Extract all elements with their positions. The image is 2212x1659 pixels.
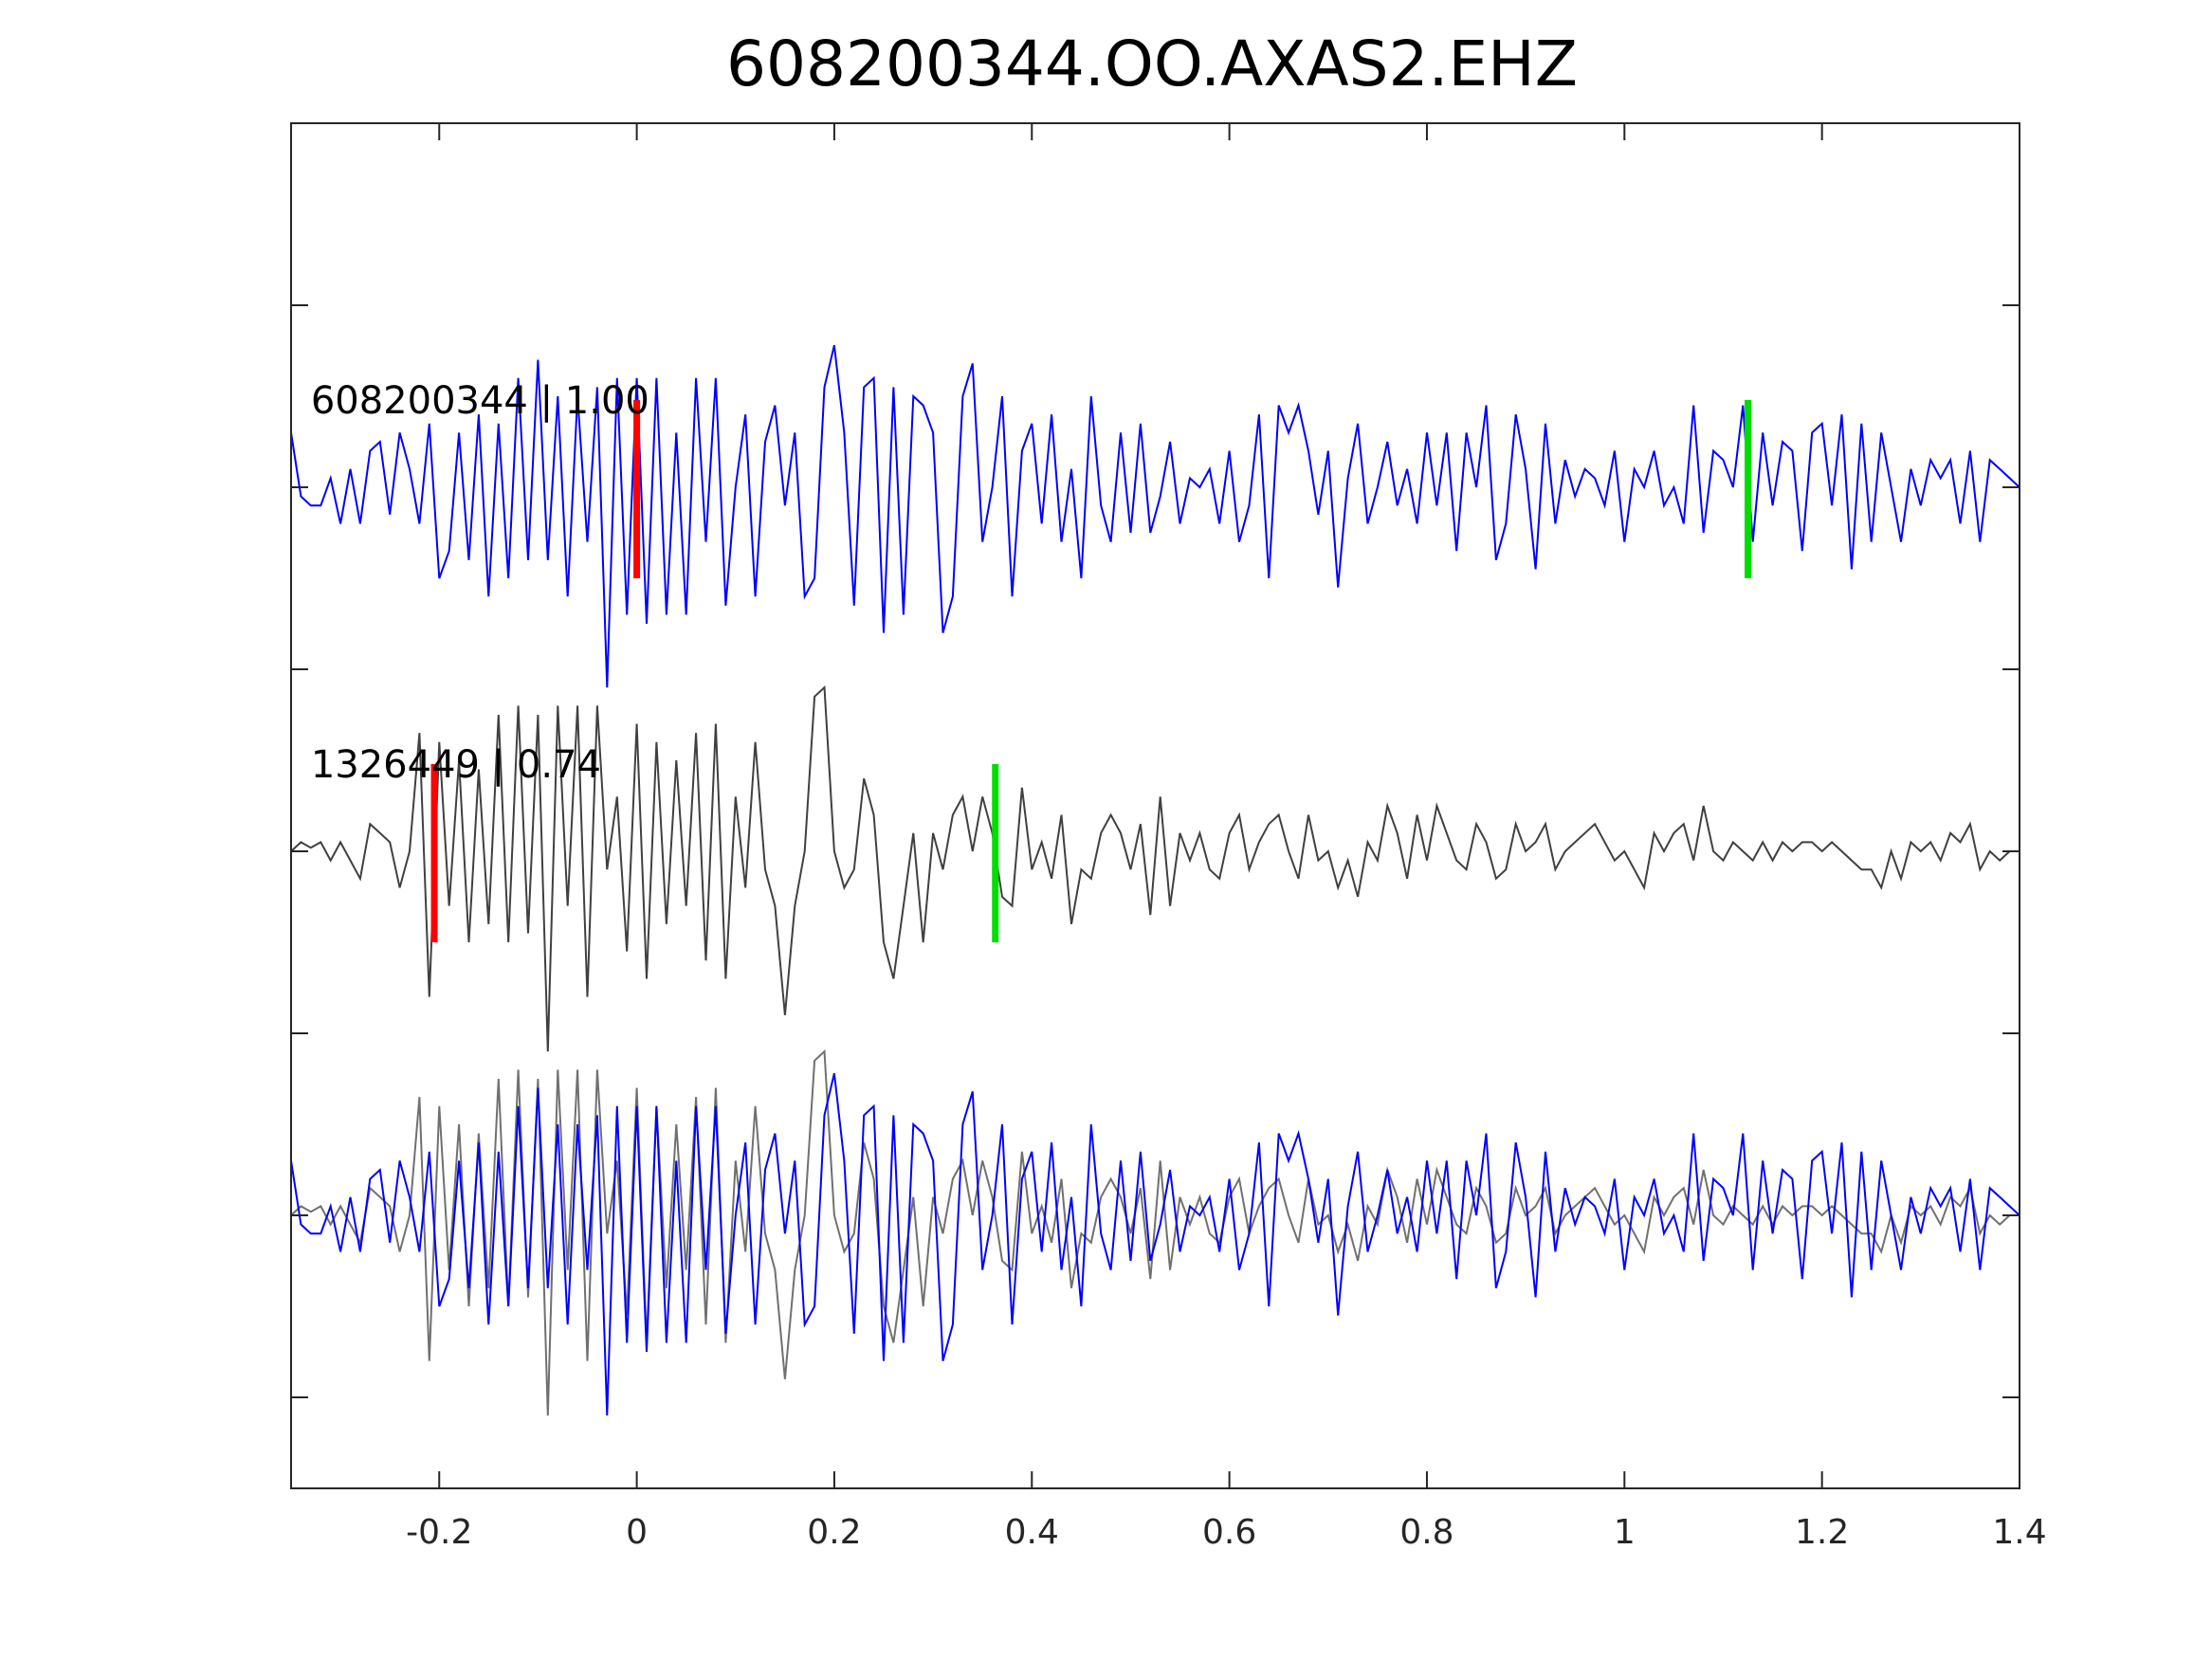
x-tick-label: 1.2 <box>1795 1513 1849 1552</box>
x-tick-label: 1 <box>1614 1513 1636 1552</box>
trace-label: 1326449 | 0.74 <box>311 743 601 787</box>
waveform-608200344-overlay <box>290 1072 2020 1416</box>
x-tick-label: 0.6 <box>1202 1513 1256 1552</box>
x-tick-label: 0.4 <box>1005 1513 1059 1552</box>
x-tick-label: -0.2 <box>406 1513 472 1552</box>
waveform-608200344 <box>290 344 2020 688</box>
chart-title: 608200344.OO.AXAS2.EHZ <box>726 27 1578 100</box>
waveform-1326449 <box>290 685 2020 1052</box>
x-tick-label: 0.8 <box>1399 1513 1453 1552</box>
x-tick-label: 1.4 <box>1992 1513 2046 1552</box>
x-tick-label: 0 <box>626 1513 648 1552</box>
x-tick-label: 0.2 <box>807 1513 861 1552</box>
trace-label: 608200344 | 1.00 <box>311 379 649 423</box>
plot-axes-box <box>290 122 2020 1489</box>
